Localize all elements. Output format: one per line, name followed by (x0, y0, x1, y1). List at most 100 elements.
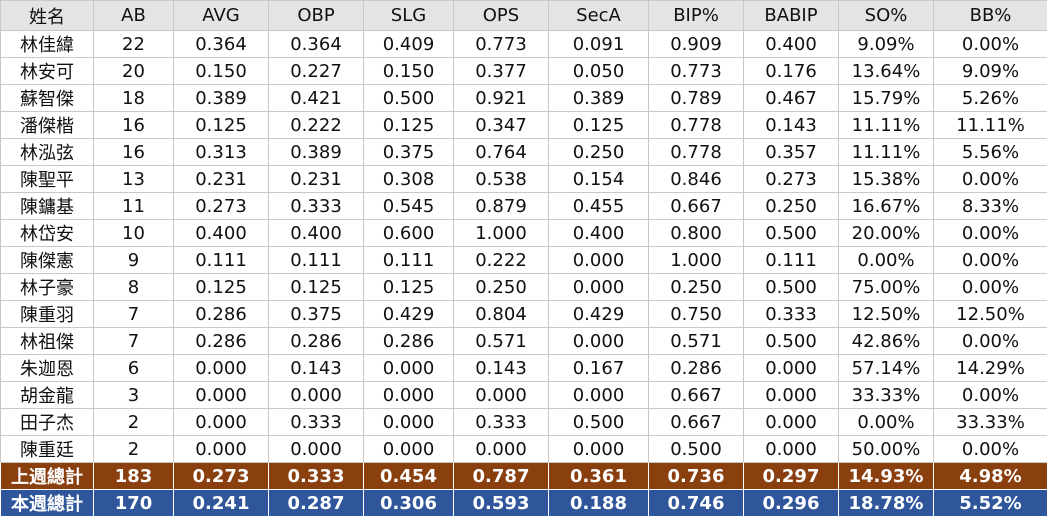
player-row: 陳聖平 13 0.231 0.231 0.308 0.538 0.154 0.846 0.273… (0, 165, 1047, 193)
stat-cell: 0.429 (363, 300, 454, 328)
stat-cell: 0.000 (173, 408, 269, 436)
column-header: SO% (838, 0, 934, 31)
stat-cell: 0.454 (363, 462, 454, 490)
stat-cell: 0.111 (268, 246, 364, 274)
name-cell: 潘傑楷 (0, 111, 94, 139)
stat-cell: 0.389 (548, 84, 649, 112)
stat-cell: 0.296 (743, 489, 839, 517)
stat-cell: 0.250 (648, 273, 744, 301)
stat-cell: 11.11% (933, 111, 1047, 139)
stat-cell: 12.50% (838, 300, 934, 328)
stat-cell: 0.000 (453, 381, 549, 409)
name-cell: 朱迦恩 (0, 354, 94, 382)
name-cell: 陳聖平 (0, 165, 94, 193)
player-row: 蘇智傑 18 0.389 0.421 0.500 0.921 0.389 0.789 0.467… (0, 84, 1047, 112)
stat-cell: 15.38% (838, 165, 934, 193)
stat-cell: 0.333 (453, 408, 549, 436)
player-row: 胡金龍 3 0.000 0.000 0.000 0.000 0.000 0.667 0.000 3… (0, 381, 1047, 409)
name-cell: 蘇智傑 (0, 84, 94, 112)
stat-cell: 0.000 (743, 354, 839, 382)
stat-cell: 16 (93, 138, 174, 166)
stat-cell: 0.571 (453, 327, 549, 355)
stat-cell: 0.125 (363, 273, 454, 301)
stat-cell: 16.67% (838, 192, 934, 220)
stat-cell: 18 (93, 84, 174, 112)
stat-cell: 0.250 (548, 138, 649, 166)
stat-cell: 0.273 (743, 165, 839, 193)
column-header: SecA (548, 0, 649, 31)
stat-cell: 0.538 (453, 165, 549, 193)
stat-cell: 0.667 (648, 408, 744, 436)
stat-cell: 0.500 (548, 408, 649, 436)
stat-cell: 0.377 (453, 57, 549, 85)
stat-cell: 9.09% (838, 30, 934, 58)
player-row: 陳傑憲 9 0.111 0.111 0.111 0.222 0.000 1.000 0.111 0… (0, 246, 1047, 274)
player-row: 林祖傑 7 0.286 0.286 0.286 0.571 0.000 0.571 0.500 4… (0, 327, 1047, 355)
name-cell: 林安可 (0, 57, 94, 85)
stat-cell: 0.167 (548, 354, 649, 382)
stat-cell: 2 (93, 435, 174, 463)
stat-cell: 18.78% (838, 489, 934, 517)
stat-cell: 0.455 (548, 192, 649, 220)
stat-cell: 0.00% (933, 165, 1047, 193)
stat-cell: 0.764 (453, 138, 549, 166)
stat-cell: 0.500 (743, 219, 839, 247)
stat-cell: 0.375 (268, 300, 364, 328)
stat-cell: 0.333 (268, 462, 364, 490)
stat-cell: 11.11% (838, 111, 934, 139)
stat-cell: 0.000 (173, 381, 269, 409)
column-header: SLG (363, 0, 454, 31)
stat-cell: 9 (93, 246, 174, 274)
stat-cell: 0.286 (173, 327, 269, 355)
stat-cell: 0.421 (268, 84, 364, 112)
stat-cell: 10 (93, 219, 174, 247)
name-cell: 林祖傑 (0, 327, 94, 355)
stat-cell: 0.375 (363, 138, 454, 166)
stat-cell: 0.429 (548, 300, 649, 328)
stat-cell: 0.778 (648, 138, 744, 166)
stat-cell: 0.050 (548, 57, 649, 85)
stat-cell: 0.500 (648, 435, 744, 463)
stat-cell: 0.227 (268, 57, 364, 85)
stat-cell: 0.467 (743, 84, 839, 112)
stat-cell: 57.14% (838, 354, 934, 382)
stat-cell: 0.921 (453, 84, 549, 112)
stat-cell: 0.364 (268, 30, 364, 58)
stat-cell: 0.400 (743, 30, 839, 58)
stat-cell: 7 (93, 300, 174, 328)
column-header: BABIP (743, 0, 839, 31)
stat-cell: 0.400 (173, 219, 269, 247)
stat-cell: 14.93% (838, 462, 934, 490)
name-cell: 陳重廷 (0, 435, 94, 463)
stat-cell: 1.000 (453, 219, 549, 247)
stat-cell: 22 (93, 30, 174, 58)
player-row: 田子杰 2 0.000 0.333 0.000 0.333 0.500 0.667 0.000 0… (0, 408, 1047, 436)
stat-cell: 0.000 (548, 435, 649, 463)
stat-cell: 0.111 (743, 246, 839, 274)
stat-cell: 0.846 (648, 165, 744, 193)
header-row: 姓名 AB AVG OBP SLG OPS SecA BIP% BABIP SO% BB% (0, 0, 1047, 31)
stat-cell: 0.111 (363, 246, 454, 274)
stat-cell: 0.00% (933, 327, 1047, 355)
stat-cell: 15.79% (838, 84, 934, 112)
name-cell: 陳傑憲 (0, 246, 94, 274)
stat-cell: 0.389 (268, 138, 364, 166)
stat-cell: 0.250 (453, 273, 549, 301)
stat-cell: 0.000 (743, 408, 839, 436)
player-row: 朱迦恩 6 0.000 0.143 0.000 0.143 0.167 0.286 0.000 5… (0, 354, 1047, 382)
stat-cell: 0.273 (173, 192, 269, 220)
stat-cell: 0.773 (648, 57, 744, 85)
stat-cell: 0.241 (173, 489, 269, 517)
stat-cell: 0.000 (548, 246, 649, 274)
stat-cell: 183 (93, 462, 174, 490)
stat-cell: 2 (93, 408, 174, 436)
stat-cell: 0.231 (173, 165, 269, 193)
stat-cell: 0.143 (743, 111, 839, 139)
column-header: BB% (933, 0, 1047, 31)
stat-cell: 0.111 (173, 246, 269, 274)
total-row: 本週總計 170 0.241 0.287 0.306 0.593 0.188 0.746 0.2… (0, 489, 1047, 517)
stat-cell: 33.33% (838, 381, 934, 409)
player-row: 林泓弦 16 0.313 0.389 0.375 0.764 0.250 0.778 0.357… (0, 138, 1047, 166)
stat-cell: 42.86% (838, 327, 934, 355)
